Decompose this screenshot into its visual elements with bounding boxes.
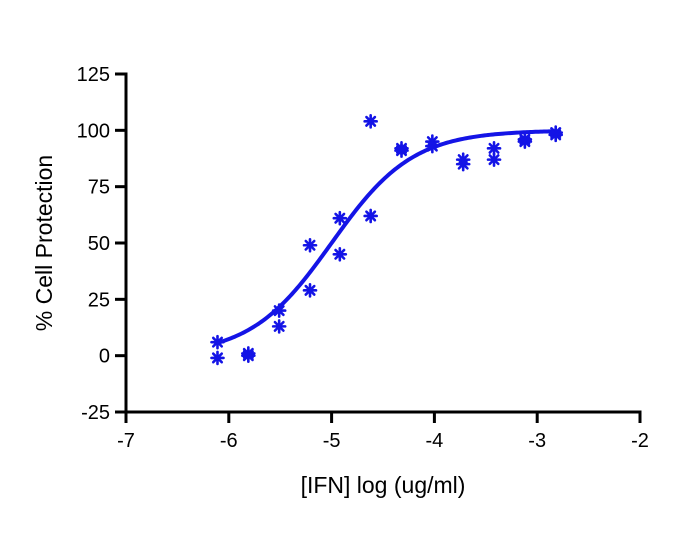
y-axis-ticks: -25 0 25 50 75 100 125 xyxy=(77,64,126,424)
data-point xyxy=(210,334,225,350)
data-points-layer xyxy=(210,114,564,366)
x-tick-label: -6 xyxy=(220,430,238,452)
data-point xyxy=(363,114,378,129)
data-point xyxy=(271,303,287,318)
y-tick-label: 0 xyxy=(99,346,110,368)
x-tick-label: -7 xyxy=(117,430,135,452)
y-tick-label: 100 xyxy=(77,120,110,142)
y-axis-label: % Cell Protection xyxy=(31,155,57,331)
x-tick-label: -4 xyxy=(426,430,444,452)
axes xyxy=(124,72,642,414)
fit-curve xyxy=(215,129,558,345)
data-point xyxy=(271,319,287,334)
data-point xyxy=(455,156,471,172)
y-tick-label: 25 xyxy=(88,289,110,311)
data-point xyxy=(517,134,533,149)
data-point xyxy=(210,350,225,366)
data-point xyxy=(486,152,502,167)
x-tick-label: -5 xyxy=(323,430,341,452)
data-point xyxy=(332,246,348,262)
x-tick-label: -3 xyxy=(528,430,546,452)
data-point xyxy=(241,346,256,361)
fit-curve-layer xyxy=(215,129,558,345)
data-point xyxy=(548,127,564,143)
y-tick-label: 50 xyxy=(88,233,110,255)
y-tick-label: 75 xyxy=(88,177,110,199)
x-tick-label: -2 xyxy=(631,430,649,452)
data-point xyxy=(332,210,348,226)
data-point xyxy=(302,237,318,253)
y-tick-label: 125 xyxy=(77,64,110,86)
data-point xyxy=(394,143,409,158)
data-point xyxy=(425,138,440,154)
x-axis-ticks: -7 -6 -5 -4 -3 -2 xyxy=(117,412,649,452)
data-point xyxy=(363,208,378,224)
data-point xyxy=(302,283,318,298)
y-tick-label: -25 xyxy=(81,402,110,424)
x-axis-label: [IFN] log (ug/ml) xyxy=(301,472,466,498)
